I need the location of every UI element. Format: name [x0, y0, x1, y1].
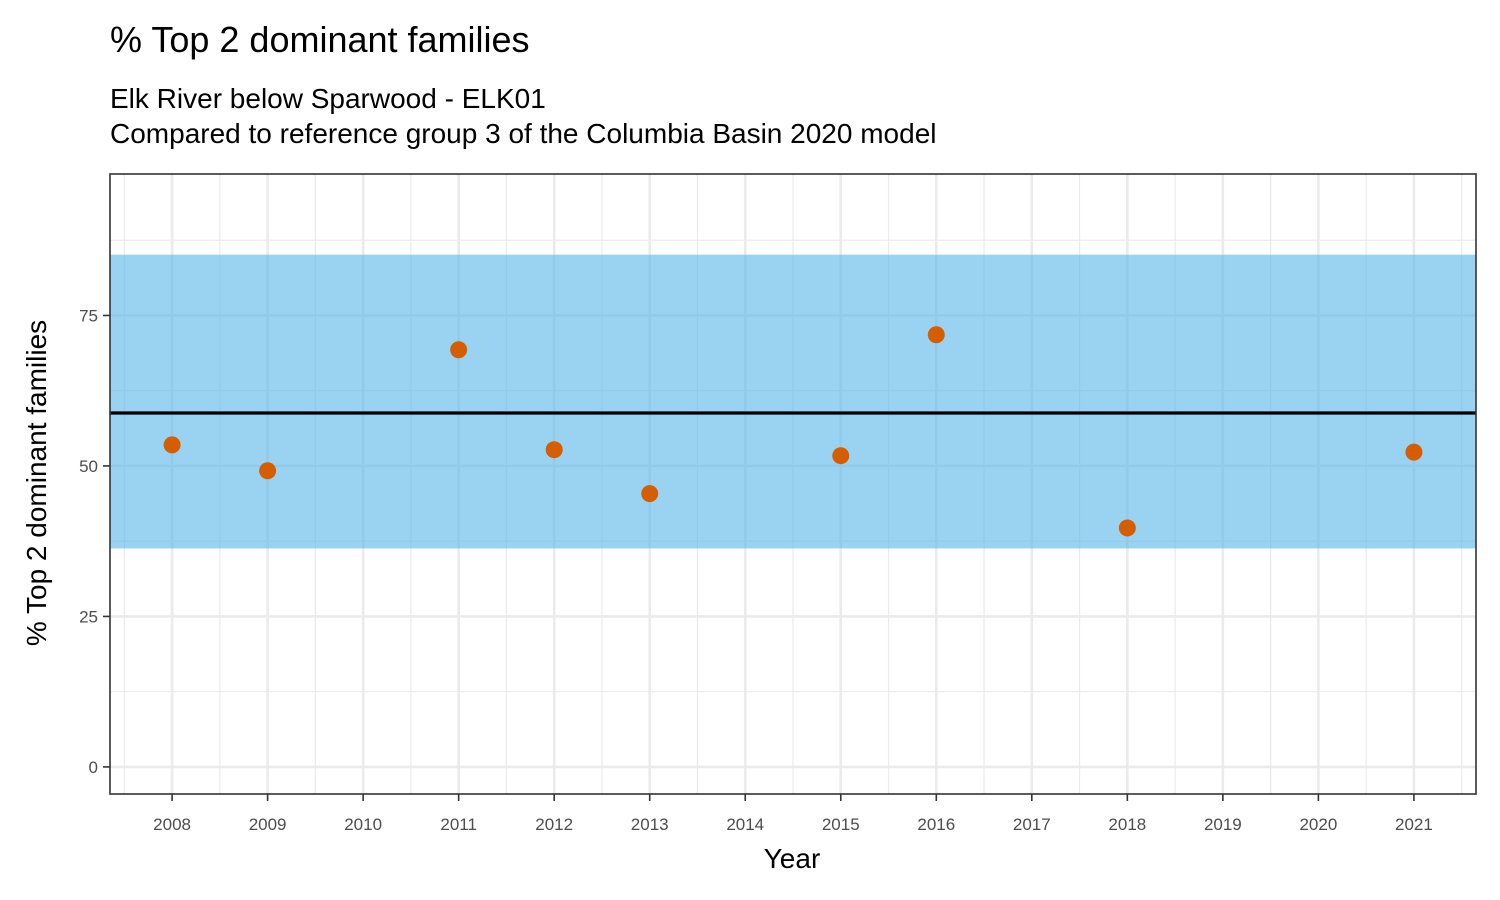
data-point: [641, 485, 659, 503]
chart-subtitle-line-1: Elk River below Sparwood - ELK01: [110, 83, 546, 114]
x-tick-label: 2020: [1299, 815, 1337, 834]
y-tick-label: 25: [79, 607, 98, 626]
data-point: [259, 462, 277, 480]
x-tick-label: 2008: [153, 815, 191, 834]
y-tick-label: 75: [79, 306, 98, 325]
x-tick-label: 2009: [249, 815, 287, 834]
data-point: [545, 441, 563, 459]
x-tick-label: 2019: [1204, 815, 1242, 834]
x-tick-label: 2010: [344, 815, 382, 834]
data-point: [1118, 519, 1136, 537]
x-tick-label: 2012: [535, 815, 573, 834]
data-point: [927, 326, 945, 344]
chart-title: % Top 2 dominant families: [110, 19, 530, 60]
plot-border: [109, 173, 1477, 795]
x-tick-label: 2015: [822, 815, 860, 834]
data-point: [450, 341, 468, 359]
y-tick-label: 0: [89, 758, 98, 777]
y-tick-label: 50: [79, 457, 98, 476]
y-axis-label: % Top 2 dominant families: [21, 320, 52, 646]
plot-area: 2008 2009 2010 2011 2012 2013 2014 2015 2016 2017…: [79, 173, 1477, 834]
chart-subtitle-line-2: Compared to reference group 3 of the Col…: [110, 118, 937, 149]
data-point: [832, 447, 850, 465]
x-tick-label: 2016: [917, 815, 955, 834]
x-tick-label: 2018: [1108, 815, 1146, 834]
x-tick-label: 2017: [1013, 815, 1051, 834]
x-tick-label: 2013: [631, 815, 669, 834]
x-axis-label: Year: [764, 843, 821, 874]
data-point: [163, 436, 181, 454]
data-point: [1405, 443, 1423, 461]
x-tick-label: 2021: [1395, 815, 1433, 834]
x-tick-label: 2014: [726, 815, 764, 834]
x-tick-label: 2011: [440, 815, 477, 834]
reference-band: [110, 254, 1476, 549]
